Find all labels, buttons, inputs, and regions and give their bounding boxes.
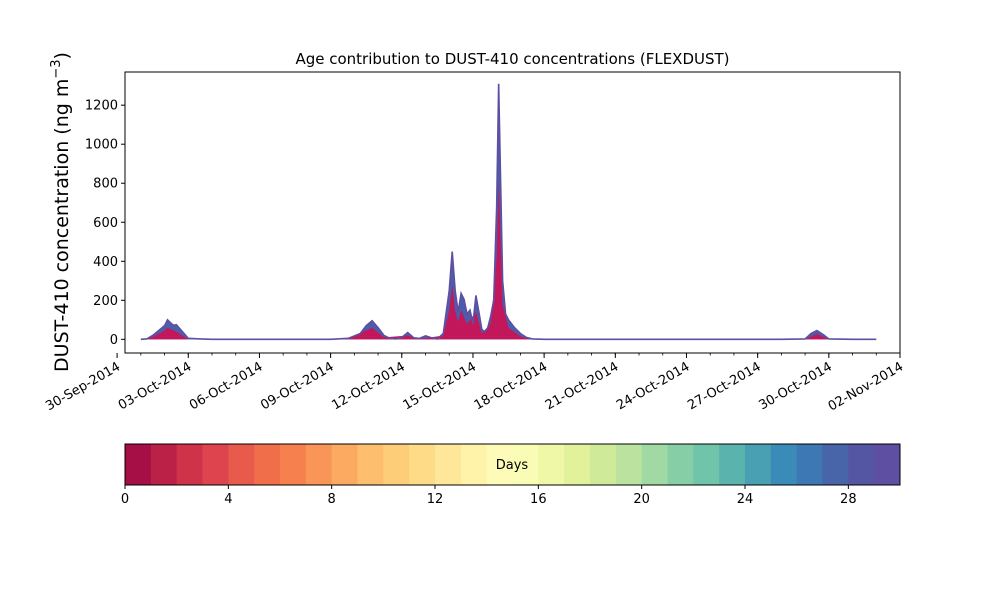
colorbar-bin <box>745 444 772 485</box>
colorbar-bin <box>641 444 668 485</box>
colorbar-bin <box>848 444 875 485</box>
colorbar-bin <box>409 444 436 485</box>
chart-title: Age contribution to DUST-410 concentrati… <box>295 50 729 68</box>
total-line <box>140 83 877 341</box>
colorbar-ticks: 0 4 8 12 16 20 24 28 <box>121 485 857 507</box>
area-layers <box>140 83 877 341</box>
y-axis-label-close: ) <box>51 52 73 59</box>
y-tick-label: 400 <box>93 255 118 270</box>
colorbar-tick-label: 28 <box>840 492 857 507</box>
colorbar-bin <box>150 444 178 485</box>
y-axis-label-main: DUST-410 concentration (ng m <box>51 79 73 372</box>
colorbar-tick-label: 12 <box>427 492 444 507</box>
colorbar-bin <box>822 444 849 485</box>
colorbar-bin <box>564 444 591 485</box>
colorbar-frame <box>124 443 901 486</box>
colorbar-bin <box>667 444 694 485</box>
plot-frame <box>124 71 901 354</box>
colorbar-tick-label: 0 <box>121 492 129 507</box>
colorbar-bin <box>719 444 746 485</box>
colorbar-bin <box>460 444 488 485</box>
y-axis-label: DUST-410 concentration (ng m−3) <box>49 52 73 372</box>
colorbar-tick-label: 4 <box>224 492 232 507</box>
colorbar-bin <box>590 444 617 485</box>
y-tick-label: 0 <box>110 333 118 348</box>
colorbar-bin <box>615 444 643 485</box>
colorbar-tick-label: 24 <box>737 492 754 507</box>
y-axis-label-exponent: −3 <box>49 59 64 78</box>
colorbar-bin <box>176 444 203 485</box>
colorbar-bin <box>435 444 462 485</box>
colorbar-bin <box>796 444 823 485</box>
colorbar-bin <box>486 444 513 485</box>
y-tick-label: 600 <box>93 216 118 231</box>
colorbar-bin <box>125 444 152 485</box>
colorbar: 0 4 8 12 16 20 24 28 Days <box>121 443 901 507</box>
colorbar-bin <box>202 444 229 485</box>
y-tick-label: 200 <box>93 294 118 309</box>
colorbar-bin <box>770 444 798 485</box>
colorbar-bin <box>280 444 307 485</box>
colorbar-bin <box>874 444 901 485</box>
colorbar-bin <box>383 444 410 485</box>
colorbar-tick-label: 8 <box>328 492 336 507</box>
colorbar-tick-label: 20 <box>633 492 650 507</box>
colorbar-bin <box>693 444 720 485</box>
colorbar-label: Days <box>496 458 529 473</box>
colorbar-bin <box>254 444 281 485</box>
colorbar-tick-label: 16 <box>530 492 547 507</box>
y-tick-label: 800 <box>93 177 118 192</box>
colorbar-bin <box>331 444 358 485</box>
colorbar-bin <box>228 444 255 485</box>
colorbar-bin <box>305 444 333 485</box>
y-tick-label: 1000 <box>85 138 118 153</box>
y-tick-label: 1200 <box>85 99 118 114</box>
colorbar-bin <box>538 444 565 485</box>
y-axis-ticks: 0 200 400 600 800 1000 1200 <box>85 99 125 348</box>
colorbar-bin <box>357 444 384 485</box>
colorbar-bin <box>512 444 539 485</box>
colorbar-bins <box>125 444 901 485</box>
